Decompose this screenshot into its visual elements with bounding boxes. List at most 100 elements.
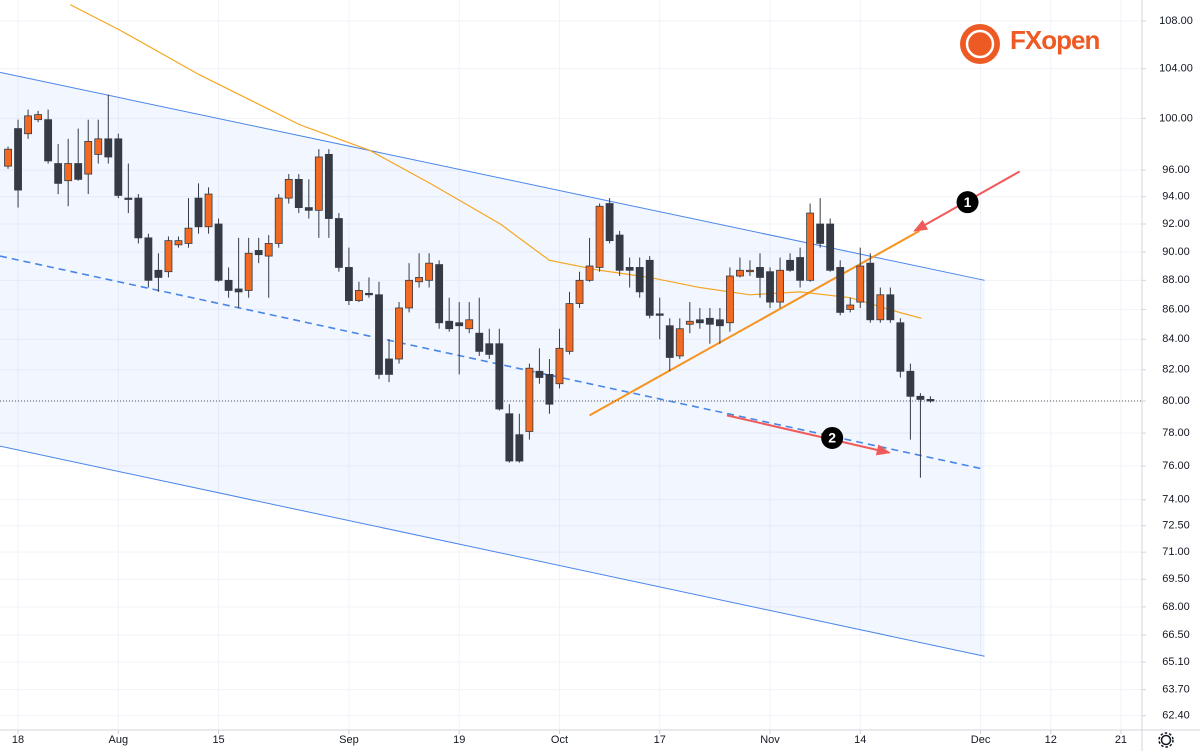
settings-icon[interactable] <box>1158 732 1174 748</box>
y-tick-label: 84.00 <box>1162 333 1190 345</box>
candle-body <box>776 269 784 303</box>
candle-body <box>294 178 303 209</box>
y-tick-label: 65.10 <box>1162 656 1190 668</box>
candle-body <box>876 294 885 321</box>
candle-body <box>525 367 534 432</box>
candle-body <box>675 328 684 357</box>
y-tick-label: 90.00 <box>1162 246 1190 258</box>
candle-body <box>184 227 193 244</box>
candle-body <box>505 413 514 462</box>
candle-body <box>264 243 273 257</box>
candle-body <box>555 347 564 385</box>
channel-lower <box>0 445 985 657</box>
candle-body <box>565 303 574 352</box>
annotation-badge <box>821 426 844 449</box>
logo-text: FXopen <box>1010 25 1099 55</box>
settings-gear-teeth[interactable] <box>1158 732 1174 748</box>
candle-body <box>535 370 544 378</box>
candle-body <box>224 279 233 291</box>
candle-body <box>836 267 845 313</box>
candle-body <box>14 128 22 191</box>
y-tick-label: 96.00 <box>1162 164 1190 176</box>
candle-body <box>605 203 614 242</box>
candle-body <box>736 269 744 277</box>
y-tick-label: 72.50 <box>1162 520 1190 532</box>
logo: FXopen <box>960 24 1100 64</box>
candle-body <box>395 307 403 360</box>
x-tick-label: Nov <box>760 734 780 746</box>
candle-body <box>595 205 604 268</box>
candle-body <box>124 197 133 200</box>
candle-body <box>625 267 634 271</box>
candle-body <box>385 358 393 375</box>
y-tick-label: 104.00 <box>1159 63 1193 75</box>
candle-body <box>816 223 825 244</box>
candle-body <box>846 304 855 310</box>
y-tick-label: 68.00 <box>1162 601 1190 613</box>
candle-body <box>665 325 674 358</box>
annotations: 12 <box>726 170 1021 456</box>
candle-body <box>866 262 875 321</box>
candle-body <box>906 370 915 397</box>
candle-body <box>806 212 815 281</box>
x-tick-label: Dec <box>971 734 991 746</box>
y-tick-label: 108.00 <box>1159 15 1193 27</box>
y-tick-label: 94.00 <box>1162 191 1190 203</box>
candle-body <box>685 320 694 325</box>
x-tick-label: 14 <box>854 734 866 746</box>
candle-body <box>826 223 835 271</box>
x-tick-label: 19 <box>453 734 465 746</box>
candle-body <box>575 279 584 304</box>
candle-body <box>655 313 664 316</box>
candle-body <box>234 288 243 293</box>
candle-body <box>766 271 774 303</box>
candle-body <box>615 234 624 271</box>
y-tick-label: 80.00 <box>1162 395 1190 407</box>
candle-body <box>786 259 794 271</box>
y-tick-label: 82.00 <box>1162 364 1190 376</box>
candle-body <box>445 320 454 330</box>
candle-body <box>104 138 113 158</box>
candle-body <box>114 138 123 196</box>
candle-body <box>94 138 103 155</box>
candle-body <box>435 264 444 324</box>
candle-body <box>746 269 754 273</box>
candle-body <box>705 317 714 325</box>
y-tick-label: 92.00 <box>1162 218 1190 230</box>
annotation-label: 2 <box>828 430 836 446</box>
candle-body <box>635 267 644 293</box>
candle-body <box>204 193 213 228</box>
settings-gear[interactable] <box>1160 734 1172 746</box>
candle-body <box>324 153 333 219</box>
candle-body <box>856 265 865 303</box>
candle-body <box>334 218 343 268</box>
candle-body <box>84 141 93 175</box>
axes: 108.00 104.00 100.00 96.00 94.00 92.00 90.00 88… <box>12 15 1193 746</box>
y-tick-label: 74.00 <box>1162 494 1190 506</box>
y-tick-label: 78.00 <box>1162 427 1190 439</box>
candle-body <box>144 237 153 281</box>
candle-body <box>244 252 253 291</box>
candle-body <box>314 156 323 211</box>
candle-body <box>274 197 283 244</box>
candle-body <box>154 269 163 278</box>
moving-average <box>69 4 922 319</box>
candle-body <box>164 240 173 273</box>
candle-body <box>375 294 383 375</box>
candle-body <box>896 322 905 372</box>
candle-body <box>44 119 53 162</box>
candle-body <box>515 434 524 462</box>
x-tick-label: 15 <box>212 734 224 746</box>
candle-body <box>645 259 654 316</box>
candle-body <box>425 262 434 281</box>
annotation-badge <box>956 191 979 214</box>
x-tick-label: Sep <box>339 734 359 746</box>
y-tick-label: 88.00 <box>1162 274 1190 286</box>
x-tick-label: Oct <box>551 734 568 746</box>
candle-body <box>214 223 223 281</box>
annotation-label: 1 <box>964 194 972 210</box>
candle-body <box>54 163 63 184</box>
drawings <box>0 4 1142 657</box>
